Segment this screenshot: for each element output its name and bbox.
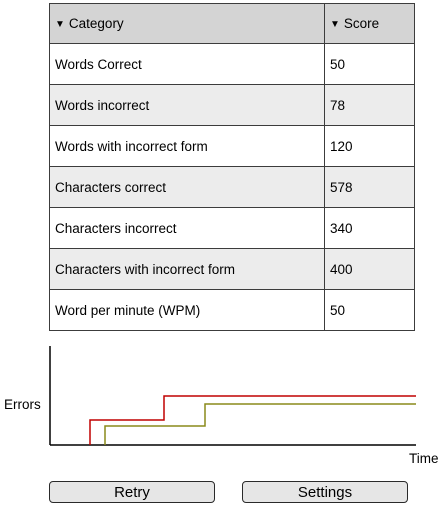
errors-chart: [49, 346, 416, 446]
score-cell: 78: [324, 84, 415, 126]
table-row: Characters incorrect 340: [49, 207, 415, 249]
score-cell: 578: [324, 166, 415, 208]
settings-button[interactable]: Settings: [242, 481, 408, 503]
score-table: ▼ Category ▼ Score Words Correct 50 Words …: [49, 3, 415, 331]
sort-down-icon: ▼: [55, 19, 65, 30]
category-cell: Characters with incorrect form: [49, 248, 325, 290]
table-header-row: ▼ Category ▼ Score: [49, 3, 415, 44]
retry-button[interactable]: Retry: [49, 481, 215, 503]
table-row: Words with incorrect form 120: [49, 125, 415, 167]
table-row: Words Correct 50: [49, 43, 415, 85]
score-cell: 400: [324, 248, 415, 290]
table-row: Characters with incorrect form 400: [49, 248, 415, 290]
score-cell: 50: [324, 289, 415, 331]
x-axis-label: Time: [409, 451, 439, 466]
score-header-label: Score: [343, 16, 380, 31]
score-column-header[interactable]: ▼ Score: [324, 3, 415, 44]
category-cell: Words Correct: [49, 43, 325, 85]
score-cell: 50: [324, 43, 415, 85]
category-cell: Words with incorrect form: [49, 125, 325, 167]
category-cell: Words incorrect: [49, 84, 325, 126]
category-cell: Characters incorrect: [49, 207, 325, 249]
y-axis-label: Errors: [4, 397, 41, 412]
category-header-label: Category: [68, 16, 124, 31]
category-cell: Characters correct: [49, 166, 325, 208]
error-series-line-1: [89, 395, 416, 445]
category-cell: Word per minute (WPM): [49, 289, 325, 331]
category-column-header[interactable]: ▼ Category: [49, 3, 325, 44]
sort-down-icon: ▼: [330, 19, 340, 30]
table-row: Word per minute (WPM) 50: [49, 289, 415, 331]
table-row: Characters correct 578: [49, 166, 415, 208]
score-cell: 120: [324, 125, 415, 167]
error-series-line-2: [104, 403, 416, 445]
score-cell: 340: [324, 207, 415, 249]
table-row: Words incorrect 78: [49, 84, 415, 126]
